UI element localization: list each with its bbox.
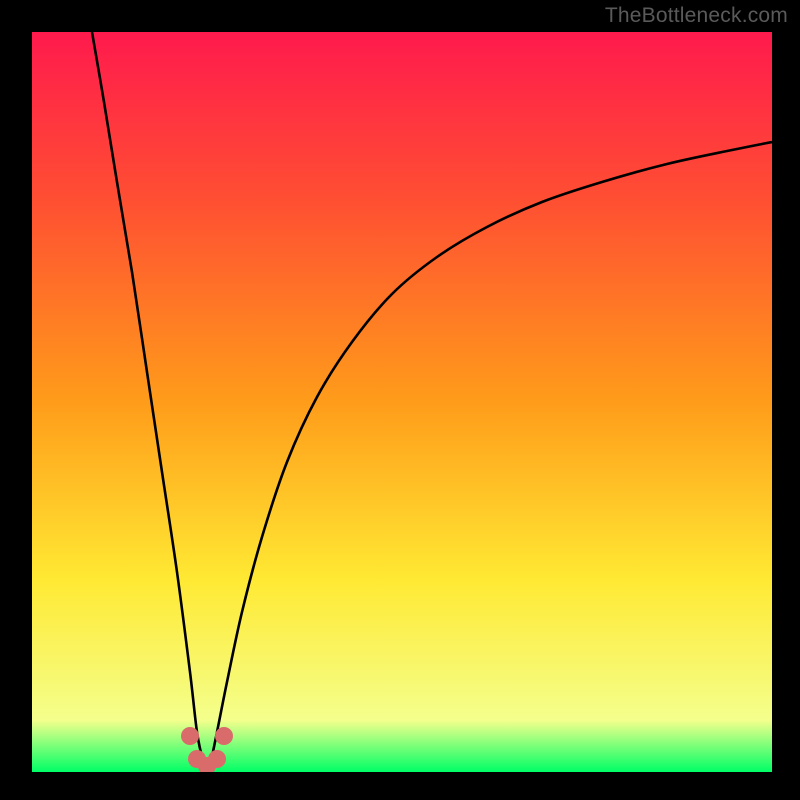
watermark-text: TheBottleneck.com	[605, 4, 788, 28]
minimum-marker	[215, 727, 233, 745]
minimum-marker	[181, 727, 199, 745]
plot-area	[32, 32, 772, 772]
minimum-marker	[208, 750, 226, 768]
bottleneck-curve	[92, 32, 772, 764]
curve-svg	[32, 32, 772, 772]
minimum-markers	[181, 727, 233, 772]
